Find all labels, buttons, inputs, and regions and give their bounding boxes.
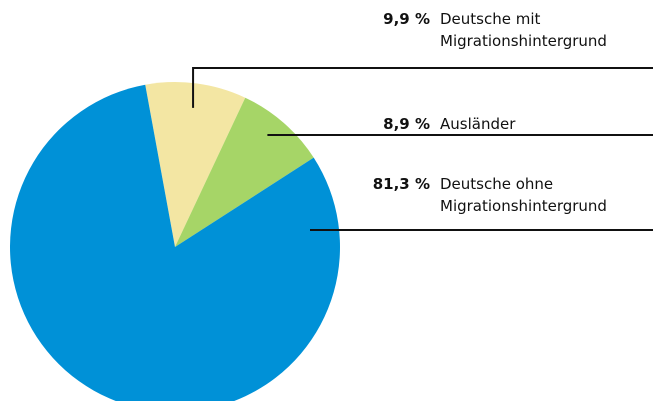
value-label: 81,3 % <box>372 175 430 193</box>
value-label: 9,9 % <box>383 10 430 28</box>
category-label: Ausländer <box>440 115 516 133</box>
pie-slice <box>10 84 340 401</box>
leader-line <box>192 67 653 108</box>
category-label: Deutsche mit Migrationshintergrund <box>440 10 607 50</box>
pie-slice <box>145 81 246 247</box>
category-label: Deutsche ohne Migrationshintergrund <box>440 175 607 215</box>
value-label: 8,9 % <box>383 115 430 133</box>
